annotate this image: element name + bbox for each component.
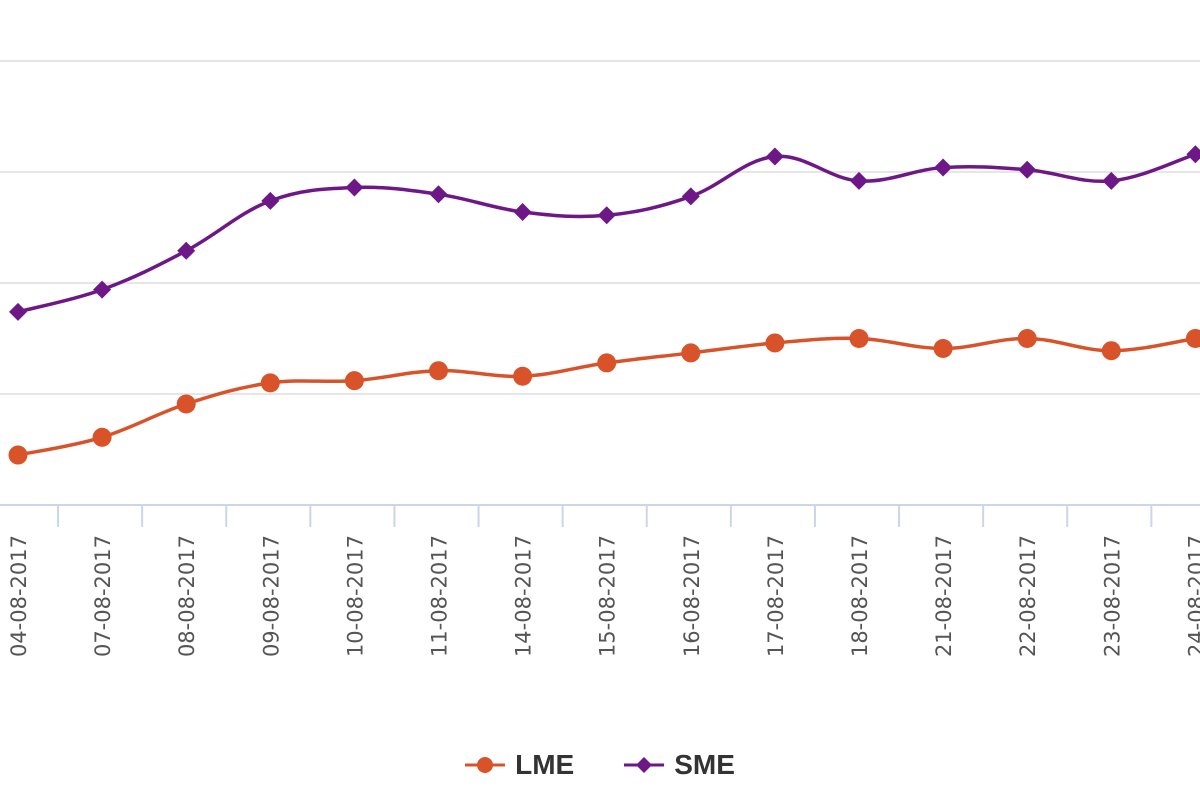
- x-tick-label: 14-08-2017: [512, 535, 536, 657]
- sme-data-point[interactable]: [1018, 160, 1037, 179]
- series-sme: [9, 145, 1200, 321]
- sme-data-point[interactable]: [1186, 145, 1200, 164]
- legend-circle-marker-icon: [465, 757, 506, 773]
- sme-data-point[interactable]: [177, 241, 196, 260]
- sme-data-point[interactable]: [429, 185, 448, 204]
- sme-data-point[interactable]: [513, 202, 532, 221]
- x-tick-label: 24-08-2017: [1184, 535, 1200, 657]
- grid-lines: [0, 60, 1200, 395]
- lme-data-point[interactable]: [765, 333, 785, 353]
- lme-data-point[interactable]: [1185, 329, 1200, 348]
- x-tick-label: 11-08-2017: [428, 535, 452, 657]
- x-tick-label: 15-08-2017: [596, 535, 620, 657]
- lme-data-point[interactable]: [597, 353, 617, 373]
- lme-data-point[interactable]: [513, 366, 533, 386]
- sme-data-point[interactable]: [9, 302, 27, 321]
- x-tick-label: 07-08-2017: [91, 535, 115, 657]
- lme-data-point[interactable]: [344, 371, 364, 391]
- legend-item-lme[interactable]: LME: [465, 749, 574, 781]
- lme-data-point[interactable]: [8, 445, 28, 465]
- lme-data-point[interactable]: [849, 329, 869, 348]
- legend-label-sme: SME: [674, 749, 735, 780]
- legend-label-lme: LME: [515, 749, 575, 780]
- x-tick-label: 09-08-2017: [259, 535, 283, 657]
- legend-item-sme[interactable]: SME: [624, 749, 735, 781]
- x-axis: [0, 504, 1200, 527]
- sme-data-point[interactable]: [345, 178, 364, 197]
- x-tick-label: 17-08-2017: [764, 535, 788, 657]
- lme-data-point[interactable]: [260, 373, 280, 393]
- series-lme: [8, 329, 1200, 465]
- x-tick-label: 22-08-2017: [1016, 535, 1040, 657]
- x-tick-label: 23-08-2017: [1100, 535, 1124, 657]
- series-layer: [8, 145, 1200, 465]
- sme-line: [16, 152, 1198, 314]
- x-tick-label: 10-08-2017: [343, 535, 367, 657]
- sme-data-point[interactable]: [261, 191, 280, 210]
- x-tick-label: 04-08-2017: [7, 535, 31, 657]
- lme-data-point[interactable]: [933, 338, 953, 358]
- x-tick-label: 21-08-2017: [932, 535, 956, 657]
- sme-data-point[interactable]: [934, 158, 953, 177]
- legend: LME SME: [0, 740, 1200, 790]
- lme-data-point[interactable]: [92, 427, 112, 447]
- sme-data-point[interactable]: [765, 147, 784, 166]
- x-tick-label: 16-08-2017: [680, 535, 704, 657]
- lme-data-point[interactable]: [429, 361, 448, 381]
- x-tick-label: 18-08-2017: [848, 535, 872, 657]
- sme-data-point[interactable]: [850, 171, 868, 190]
- line-chart: 04-08-2017 07-08-2017 08-08-2017 09-08-2017…: [0, 60, 1200, 657]
- sme-data-point[interactable]: [681, 187, 700, 206]
- lme-data-point[interactable]: [176, 394, 196, 414]
- lme-data-point[interactable]: [1017, 329, 1037, 348]
- x-axis-tick-labels: 04-08-2017 07-08-2017 08-08-2017 09-08-2017…: [7, 535, 1200, 657]
- lme-data-point[interactable]: [1101, 341, 1121, 361]
- legend-diamond-marker-icon: [624, 757, 665, 773]
- sme-data-point[interactable]: [597, 206, 616, 225]
- lme-data-point[interactable]: [681, 343, 701, 363]
- sme-data-point[interactable]: [93, 280, 112, 299]
- sme-data-point[interactable]: [1102, 171, 1121, 190]
- x-tick-label: 08-08-2017: [175, 535, 199, 657]
